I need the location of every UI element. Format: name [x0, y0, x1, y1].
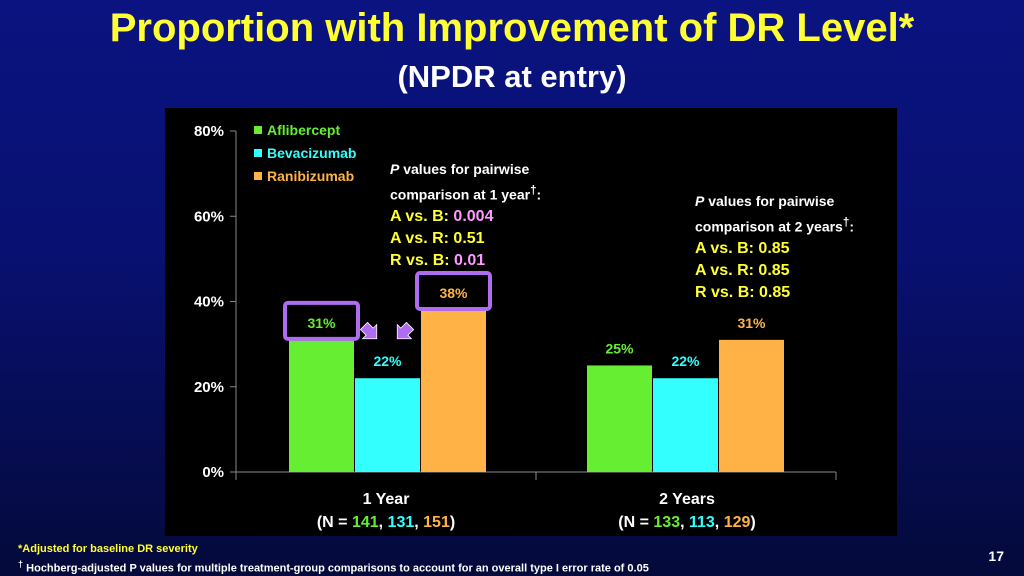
pvalues-heading-text: values for pairwise: [704, 193, 835, 209]
n-suffix: ): [449, 514, 456, 531]
pvalue-value: 0.85: [758, 239, 790, 257]
pvalue-value: 0.85: [758, 261, 790, 279]
slide-subtitle: (NPDR at entry): [397, 59, 627, 94]
footnote-hochberg: † Hochberg-adjusted P values for multipl…: [18, 559, 649, 575]
highlight-box: [415, 271, 492, 312]
bar: [587, 365, 652, 472]
n-ranibizumab: 129: [723, 514, 751, 531]
pvalue-row: R vs. B: 0.01: [390, 250, 541, 272]
bar: [653, 378, 718, 472]
pvalue-value: 0.01: [454, 251, 486, 269]
pvalues-1year-heading-line2: comparison at 1 year†:: [390, 180, 541, 206]
x-category-1year: 1 Year (N = 141, 131, 151): [256, 488, 516, 534]
x-tick-label: 2 Years: [659, 491, 715, 508]
pvalue-label: A vs. R:: [390, 229, 454, 247]
legend-label: Ranibizumab: [267, 168, 354, 184]
footnote-text: Hochberg-adjusted P values for multiple …: [26, 562, 649, 575]
pvalues-heading-text: comparison at 1 year: [390, 186, 531, 203]
n-prefix: (N =: [316, 514, 352, 531]
pvalues-2years: P values for pairwise comparison at 2 ye…: [695, 190, 854, 304]
p-symbol: P: [695, 193, 705, 209]
y-tick-label: 80%: [194, 123, 224, 140]
x-category-2years: 2 Years (N = 133, 113, 129): [557, 488, 817, 534]
pvalue-label: R vs. B:: [695, 283, 760, 301]
n-suffix: ): [750, 514, 756, 531]
bar: [421, 310, 486, 472]
n-bevacizumab: 131: [387, 514, 415, 531]
pvalues-2years-heading: P values for pairwise: [695, 190, 854, 212]
pvalues-1year-heading: P values for pairwise: [390, 158, 541, 180]
pvalues-1year: P values for pairwise comparison at 1 ye…: [390, 158, 541, 272]
dagger-mark: †: [18, 559, 24, 569]
p-symbol: P: [390, 161, 400, 177]
arrow-shape: [359, 321, 378, 340]
bar-value-label: 22%: [671, 353, 700, 369]
pvalue-row: A vs. B: 0.004: [390, 206, 541, 228]
x-tick-label: 1 Year: [362, 491, 410, 508]
arrow-icon: [359, 321, 378, 340]
y-tick-label: 20%: [194, 379, 224, 396]
n-ranibizumab: 151: [423, 514, 450, 531]
x-tick-sample-size: (N = 141, 131, 151): [316, 514, 456, 531]
bar-value-label: 25%: [605, 340, 634, 356]
pvalues-heading-text: values for pairwise: [399, 161, 530, 177]
dagger-mark: †: [842, 216, 850, 229]
bar: [719, 339, 784, 472]
n-aflibercept: 141: [351, 514, 379, 531]
y-tick-label: 60%: [194, 208, 224, 225]
pvalue-row: R vs. B: 0.85: [695, 282, 854, 304]
n-prefix: (N =: [618, 514, 654, 531]
pvalue-value: 0.85: [759, 283, 791, 301]
pvalues-2years-heading-line2: comparison at 2 years†:: [695, 212, 854, 238]
pvalue-row: A vs. R: 0.51: [390, 228, 541, 250]
pvalue-label: A vs. B:: [390, 207, 454, 225]
pvalue-label: R vs. B:: [390, 251, 455, 269]
pvalue-row: A vs. R: 0.85: [695, 260, 854, 282]
footnote-adjusted: *Adjusted for baseline DR severity: [18, 543, 198, 555]
legend-swatch: [254, 126, 262, 134]
pvalue-value: 0.004: [453, 207, 494, 225]
n-bevacizumab: 113: [688, 514, 715, 531]
arrow-shape: [396, 321, 415, 340]
bar: [355, 378, 420, 472]
bar: [289, 339, 354, 472]
bar-value-label: 31%: [307, 315, 336, 331]
pvalue-label: A vs. B:: [695, 239, 759, 257]
pvalue-label: A vs. R:: [695, 261, 759, 279]
x-tick-sample-size: (N = 133, 113, 129): [618, 514, 756, 531]
n-aflibercept: 133: [653, 514, 681, 531]
legend-swatch: [254, 172, 262, 180]
legend-swatch: [254, 149, 262, 157]
colon: :: [536, 186, 542, 203]
legend-label: Aflibercept: [267, 122, 340, 138]
y-tick-label: 0%: [202, 464, 224, 481]
bar-value-label: 38%: [439, 285, 468, 301]
arrow-icon: [396, 321, 415, 340]
page-number: 17: [988, 548, 1004, 564]
bar-value-label: 31%: [737, 315, 766, 331]
legend-label: Bevacizumab: [267, 145, 356, 161]
pvalue-value: 0.51: [453, 229, 485, 247]
pvalues-heading-text: comparison at 2 years: [695, 218, 843, 235]
slide-title: Proportion with Improvement of DR Level*: [109, 6, 915, 50]
y-tick-label: 40%: [194, 294, 224, 311]
bar-value-label: 22%: [373, 353, 402, 369]
dagger-mark: †: [530, 184, 537, 197]
colon: :: [849, 218, 855, 235]
pvalue-row: A vs. B: 0.85: [695, 238, 854, 260]
highlight-box: [283, 300, 360, 341]
